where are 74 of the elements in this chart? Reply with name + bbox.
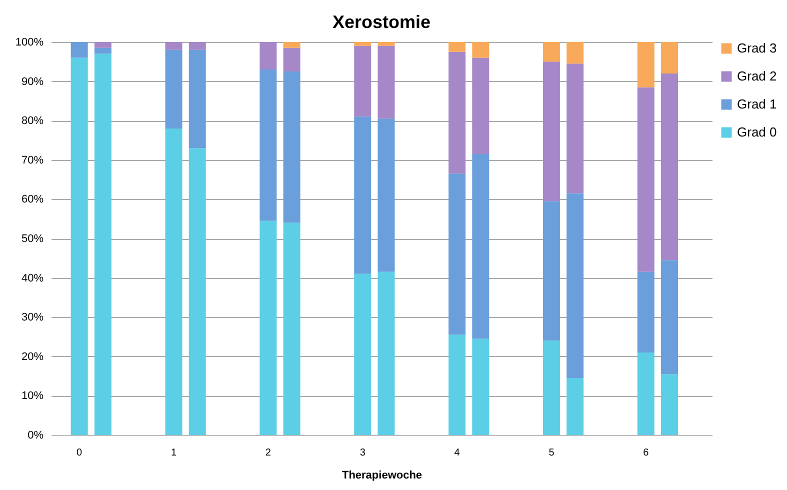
y-tick-label: 100% bbox=[15, 36, 44, 48]
bar bbox=[472, 338, 490, 435]
x-axis-title: Therapiewoche bbox=[342, 470, 422, 482]
bar bbox=[472, 154, 490, 339]
bar bbox=[472, 58, 490, 154]
y-tick-label: 10% bbox=[21, 390, 44, 402]
bar bbox=[566, 64, 584, 194]
bar bbox=[661, 260, 678, 374]
bar bbox=[542, 340, 560, 435]
bar bbox=[165, 128, 182, 435]
legend-label: Grad 0 bbox=[737, 124, 777, 140]
bar bbox=[260, 42, 277, 70]
legend-label: Grad 2 bbox=[737, 68, 777, 84]
bar bbox=[542, 42, 560, 62]
bar bbox=[188, 42, 206, 50]
bar bbox=[637, 42, 654, 88]
x-tick-label: 4 bbox=[454, 448, 460, 458]
y-tick-label: 80% bbox=[21, 115, 44, 128]
bar bbox=[661, 374, 678, 435]
bar bbox=[283, 42, 300, 48]
x-tick-label: 0 bbox=[76, 448, 83, 458]
x-tick-label: 2 bbox=[265, 448, 272, 458]
bar bbox=[542, 201, 560, 341]
bar bbox=[354, 46, 372, 117]
bar bbox=[472, 42, 490, 58]
bar bbox=[260, 220, 277, 435]
bar bbox=[70, 42, 88, 58]
bar bbox=[94, 54, 112, 435]
bar bbox=[378, 46, 395, 119]
bar bbox=[70, 58, 88, 435]
bar bbox=[283, 71, 300, 223]
bar bbox=[165, 50, 182, 128]
bar bbox=[637, 352, 654, 435]
bar bbox=[283, 48, 300, 72]
x-tick-label: 6 bbox=[643, 448, 650, 458]
y-tick-label: 90% bbox=[21, 76, 44, 88]
bar bbox=[94, 42, 112, 48]
bar bbox=[448, 42, 466, 52]
bar bbox=[661, 42, 678, 74]
bar bbox=[448, 52, 466, 174]
bar bbox=[637, 272, 654, 352]
y-tick-label: 0% bbox=[28, 430, 44, 442]
bar bbox=[283, 222, 300, 435]
bar bbox=[378, 118, 395, 272]
y-tick-label: 20% bbox=[21, 350, 44, 363]
bar bbox=[448, 334, 466, 435]
x-tick-label: 3 bbox=[360, 448, 366, 458]
legend-label: Grad 3 bbox=[737, 40, 777, 56]
y-tick-label: 70% bbox=[21, 154, 44, 166]
bar bbox=[188, 50, 206, 148]
bar bbox=[378, 272, 395, 435]
bar bbox=[542, 62, 560, 202]
y-tick-label: 40% bbox=[21, 272, 44, 284]
bar bbox=[566, 193, 584, 378]
x-tick-label: 1 bbox=[170, 448, 177, 458]
bar bbox=[188, 148, 206, 435]
bar bbox=[260, 70, 277, 221]
bar bbox=[94, 48, 112, 54]
legend-label: Grad 1 bbox=[737, 96, 777, 112]
bar bbox=[354, 42, 372, 46]
bar bbox=[661, 73, 678, 260]
bar bbox=[354, 274, 372, 435]
bar bbox=[378, 42, 395, 46]
bar bbox=[354, 116, 372, 274]
chart-title: Xerostomie bbox=[332, 12, 431, 32]
x-tick-label: 5 bbox=[548, 448, 555, 458]
bar bbox=[566, 42, 584, 64]
y-tick-label: 60% bbox=[21, 194, 44, 206]
bar bbox=[448, 174, 466, 335]
bar bbox=[637, 87, 654, 272]
bar bbox=[165, 42, 182, 50]
bar bbox=[566, 378, 584, 435]
y-tick-label: 30% bbox=[21, 312, 44, 324]
y-tick-label: 50% bbox=[21, 233, 44, 245]
